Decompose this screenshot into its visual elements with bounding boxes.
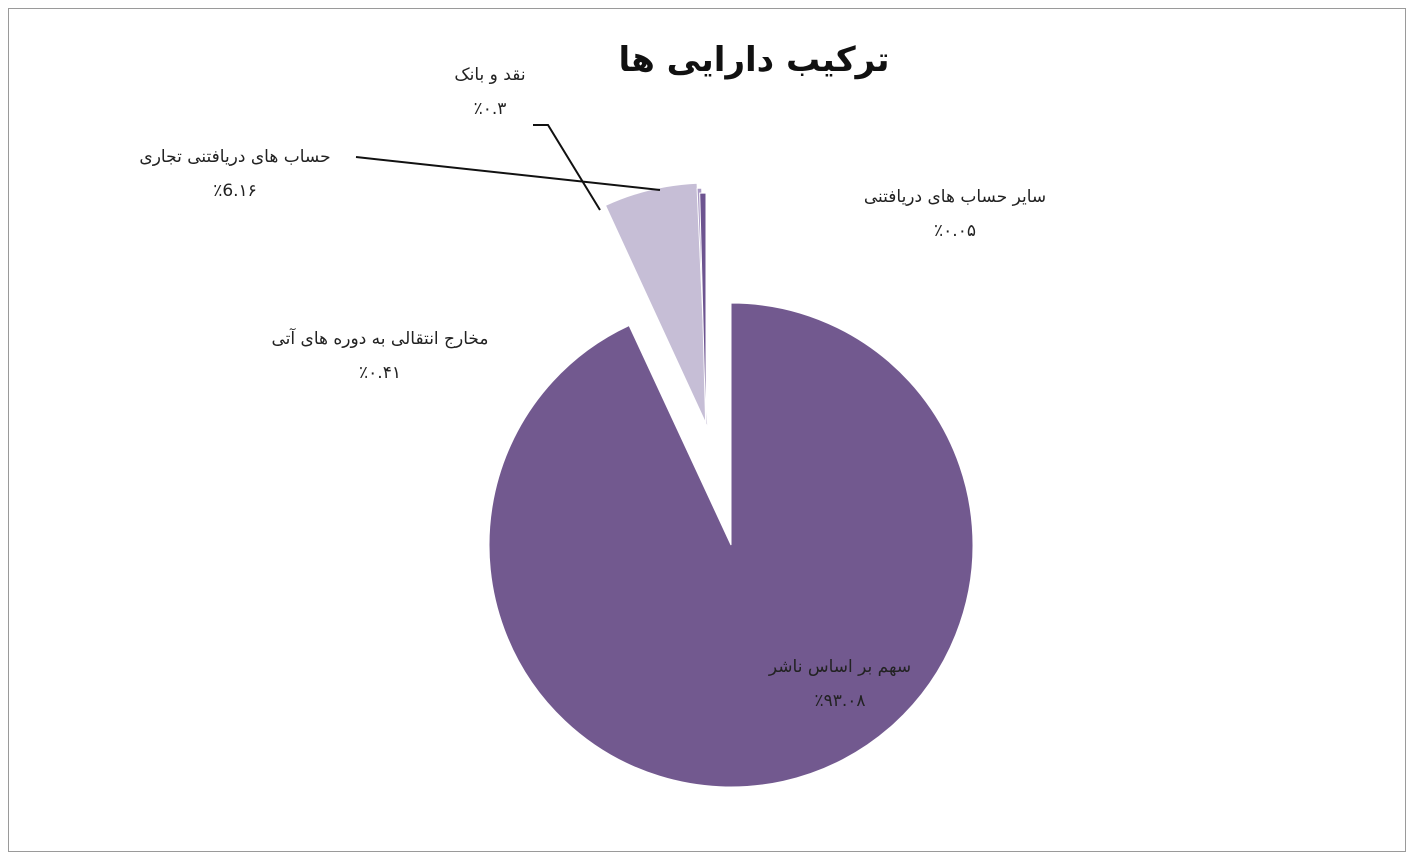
chart-title: ترکیب دارایی ها <box>618 40 890 80</box>
slice-value-deferred-costs: ٪۰.۴۱ <box>359 363 401 383</box>
slice-shares <box>488 302 974 788</box>
leader-line-receivables <box>355 156 661 191</box>
slice-label-shares: سهم بر اساس ناشر ٪۹۳.۰۸ <box>740 650 940 718</box>
leader-line-cash <box>533 124 601 211</box>
slice-label-cash: نقد و بانک ٪۰.۳ <box>440 58 540 126</box>
slice-label-trade-receivables: حساب های دریافتنی تجاری ٪6.۱۶ <box>110 140 360 208</box>
slice-value-other-receivables: ٪۰.۰۵ <box>934 221 976 241</box>
slice-value-shares: ٪۹۳.۰۸ <box>814 691 866 711</box>
slice-value-trade-receivables: ٪6.۱۶ <box>213 181 257 201</box>
slice-name-other-receivables: سایر حساب های دریافتنی <box>863 187 1047 207</box>
slice-name-cash: نقد و بانک <box>454 65 526 85</box>
slice-deferred-costs <box>699 192 707 439</box>
slice-label-deferred-costs: مخارج انتقالی به دوره های آتی ٪۰.۴۱ <box>240 322 520 390</box>
slice-name-deferred-costs: مخارج انتقالی به دوره های آتی <box>271 329 489 349</box>
slice-name-shares: سهم بر اساس ناشر <box>768 657 912 677</box>
slice-value-cash: ٪۰.۳ <box>473 99 507 119</box>
slice-name-trade-receivables: حساب های دریافتنی تجاری <box>139 147 331 167</box>
slice-label-other-receivables: سایر حساب های دریافتنی ٪۰.۰۵ <box>840 180 1070 248</box>
